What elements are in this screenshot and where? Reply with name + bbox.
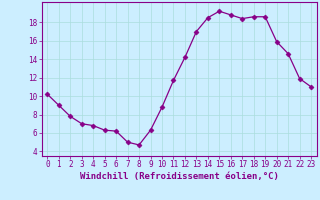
X-axis label: Windchill (Refroidissement éolien,°C): Windchill (Refroidissement éolien,°C) [80, 172, 279, 181]
